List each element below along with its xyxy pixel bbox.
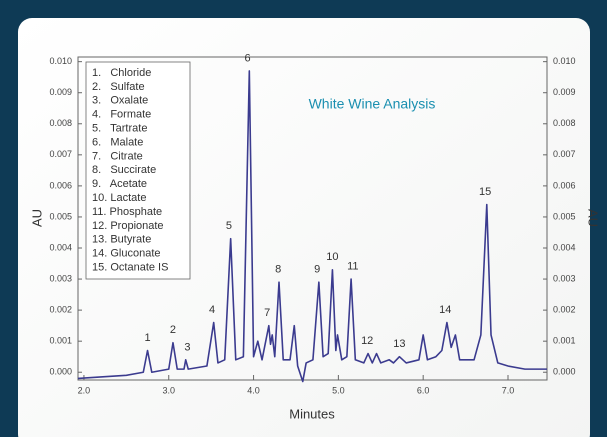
legend-box bbox=[85, 61, 191, 280]
y-tick-label: 0.000 bbox=[49, 367, 72, 377]
y2-tick-label: 0.000 bbox=[553, 367, 576, 377]
legend-item: 14. Gluconate bbox=[92, 248, 161, 260]
y-tick-label: 0.010 bbox=[49, 56, 72, 66]
peak-label: 9 bbox=[314, 264, 320, 276]
peak-label: 11 bbox=[347, 261, 358, 273]
peak-label: 3 bbox=[184, 341, 190, 353]
legend-item: 6. Malate bbox=[92, 136, 143, 148]
trace bbox=[77, 70, 547, 383]
y2-tick-label: 0.010 bbox=[553, 56, 576, 66]
y-tick-label: 0.008 bbox=[49, 118, 72, 128]
peak-label: 7 bbox=[264, 307, 270, 319]
y-tick-label: 0.007 bbox=[49, 149, 72, 159]
legend-item: 13. Butyrate bbox=[92, 234, 151, 246]
y2-axis-label: AU bbox=[586, 209, 601, 227]
legend-item: 3. Oxalate bbox=[92, 95, 148, 107]
peak-label: 5 bbox=[226, 220, 232, 232]
x-tick-label: 5.0 bbox=[332, 385, 345, 395]
y2-tick-label: 0.002 bbox=[553, 304, 576, 314]
peak-label: 8 bbox=[275, 264, 281, 276]
legend-item: 5. Tartrate bbox=[92, 123, 147, 135]
y-tick-label: 0.004 bbox=[49, 242, 72, 252]
peak-label: 6 bbox=[245, 52, 251, 64]
x-tick-label: 3.0 bbox=[162, 385, 175, 395]
y2-tick-label: 0.004 bbox=[553, 242, 576, 252]
legend-item: 8. Succirate bbox=[92, 164, 156, 176]
chart-title: White Wine Analysis bbox=[309, 96, 436, 112]
peak-label: 14 bbox=[439, 304, 451, 316]
legend-item: 1. Chloride bbox=[92, 67, 151, 79]
peak-label: 2 bbox=[170, 324, 176, 336]
y2-tick-label: 0.006 bbox=[553, 180, 576, 190]
y-tick-label: 0.006 bbox=[49, 180, 72, 190]
plot-frame bbox=[77, 56, 548, 381]
legend-item: 10. Lactate bbox=[92, 192, 146, 204]
legend-item: 11. Phosphate bbox=[92, 206, 162, 218]
peak-label: 13 bbox=[393, 338, 405, 350]
peak-label: 4 bbox=[209, 304, 215, 316]
y-axis-label: AU bbox=[29, 209, 44, 227]
y2-tick-label: 0.005 bbox=[553, 211, 576, 221]
legend-item: 2. Sulfate bbox=[92, 81, 145, 93]
peak-label: 15 bbox=[479, 186, 491, 198]
x-tick-label: 7.0 bbox=[502, 385, 515, 395]
legend-item: 15. Octanate IS bbox=[92, 262, 168, 274]
x-axis-label: Minutes bbox=[289, 406, 335, 421]
legend-item: 7. Citrate bbox=[92, 150, 143, 162]
peak-label: 12 bbox=[361, 335, 373, 347]
y-tick-label: 0.003 bbox=[49, 273, 72, 283]
y-tick-label: 0.001 bbox=[49, 336, 72, 346]
y2-tick-label: 0.003 bbox=[553, 273, 576, 283]
y2-tick-label: 0.007 bbox=[553, 149, 576, 159]
legend-item: 4. Formate bbox=[92, 109, 151, 121]
peak-label: 1 bbox=[144, 332, 150, 344]
x-tick-label: 4.0 bbox=[247, 385, 260, 395]
legend-item: 9. Acetate bbox=[92, 178, 147, 190]
peak-label: 10 bbox=[326, 251, 338, 263]
x-tick-label: 6.0 bbox=[417, 385, 430, 395]
y2-tick-label: 0.008 bbox=[553, 118, 576, 128]
legend-item: 12. Propionate bbox=[92, 220, 164, 232]
y-tick-label: 0.009 bbox=[49, 87, 72, 97]
y2-tick-label: 0.001 bbox=[553, 336, 576, 346]
x-tick-label: 2.0 bbox=[78, 385, 91, 395]
y-tick-label: 0.005 bbox=[49, 211, 72, 221]
y2-tick-label: 0.009 bbox=[553, 87, 576, 97]
y-tick-label: 0.002 bbox=[49, 304, 72, 314]
